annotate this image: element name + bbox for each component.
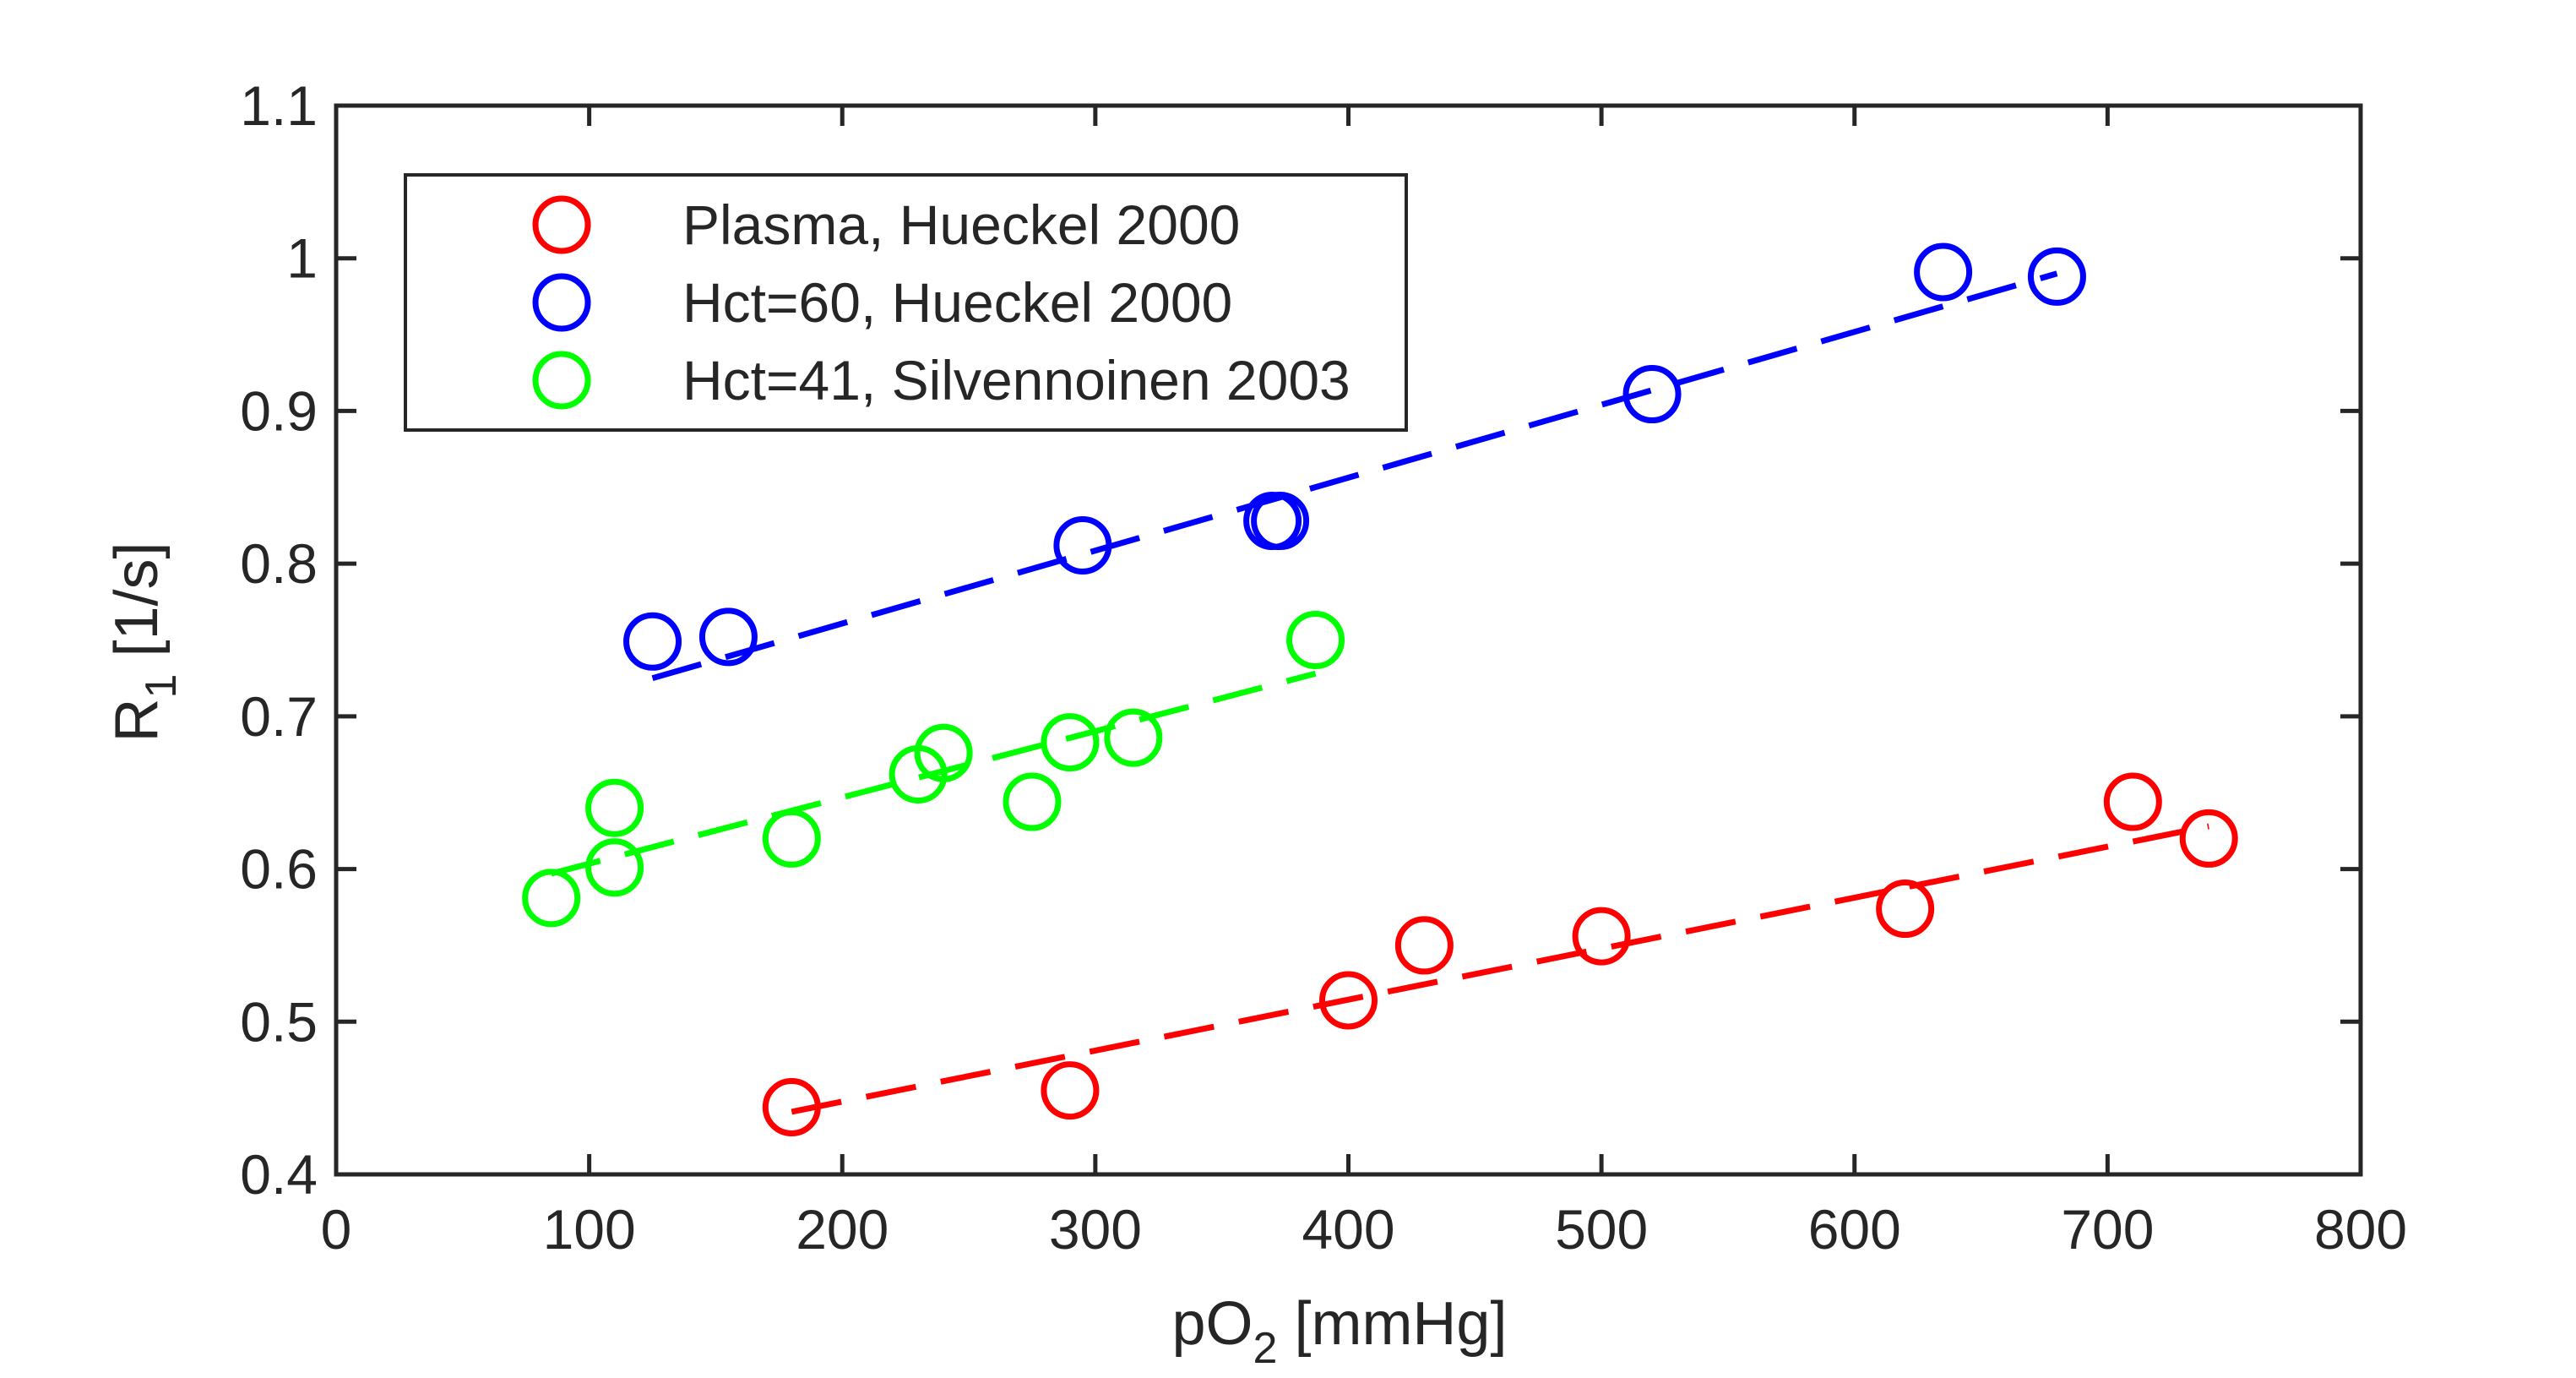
x-axis-title-main: pO <box>1172 1290 1253 1358</box>
series-hct-60-hueckel-2000 <box>623 242 2086 682</box>
data-point <box>1914 242 1973 302</box>
legend-label: Hct=41, Silvennoinen 2003 <box>682 349 1350 411</box>
data-point <box>1041 713 1100 772</box>
data-point <box>762 1077 821 1136</box>
legend: Plasma, Hueckel 2000 Hct=60, Hueckel 2000… <box>404 173 1408 432</box>
y-tick-label: 1 <box>286 227 318 290</box>
data-point <box>1876 880 1935 939</box>
data-point <box>1041 1061 1100 1120</box>
legend-marker <box>532 273 591 332</box>
data-point <box>1286 611 1345 669</box>
x-axis-title-sub: 2 <box>1253 1324 1278 1373</box>
y-axis-title-rest: [1/s] <box>103 542 171 674</box>
data-point <box>1104 708 1163 767</box>
data-point <box>1572 907 1631 966</box>
data-point <box>623 612 682 671</box>
legend-box <box>404 173 1408 432</box>
data-point <box>762 809 821 868</box>
series-hct-41-silvennoinen-2003 <box>522 611 1345 928</box>
x-tick-label: 400 <box>1302 1198 1394 1261</box>
x-tick-label: 0 <box>321 1198 352 1261</box>
tick-layer: 0 100 200 300 400 500 600 700 800 0.4 0.5 0.6 0.7 0.8… <box>240 74 2407 1261</box>
x-axis-title-rest: [mmHg] <box>1277 1290 1507 1358</box>
data-point <box>2103 772 2162 831</box>
x-tick-label: 500 <box>1555 1198 1648 1261</box>
plot-layer <box>522 242 2238 1136</box>
data-point <box>2179 809 2238 868</box>
x-tick-label: 600 <box>1808 1198 1901 1261</box>
data-point <box>1053 515 1112 575</box>
data-point <box>1622 365 1682 424</box>
y-axis-title: R1 [1/s] <box>103 542 186 743</box>
data-point <box>1319 971 1378 1030</box>
data-point <box>1003 772 1062 831</box>
data-point <box>522 869 581 928</box>
x-tick-label: 200 <box>796 1198 889 1261</box>
x-axis-title: pO2 [mmHg] <box>1172 1290 1508 1373</box>
fit-line <box>550 670 1317 877</box>
y-tick-label: 0.8 <box>240 532 318 595</box>
data-point <box>698 607 758 667</box>
data-point <box>1251 492 1310 551</box>
y-tick-label: 0.5 <box>240 990 318 1053</box>
y-axis-title-sub: 1 <box>137 674 186 699</box>
data-point <box>585 778 644 837</box>
data-point <box>585 838 644 897</box>
y-tick-label: 0.9 <box>240 379 318 442</box>
x-tick-label: 300 <box>1049 1198 1142 1261</box>
legend-label: Plasma, Hueckel 2000 <box>682 193 1240 256</box>
x-tick-label: 100 <box>543 1198 636 1261</box>
data-point <box>914 723 973 782</box>
legend-label: Hct=60, Hueckel 2000 <box>682 271 1232 334</box>
y-axis-title-main: R <box>103 698 171 742</box>
y-tick-label: 0.4 <box>240 1143 318 1206</box>
data-point <box>2027 247 2086 306</box>
legend-marker <box>532 195 591 254</box>
fit-line <box>651 270 2058 682</box>
y-tick-label: 0.6 <box>240 838 318 901</box>
fit-line <box>791 823 2209 1115</box>
legend-marker <box>532 351 591 410</box>
x-tick-label: 700 <box>2061 1198 2154 1261</box>
x-tick-label: 800 <box>2314 1198 2407 1261</box>
y-tick-label: 1.1 <box>240 74 318 137</box>
series-plasma-hueckel-2000 <box>762 772 2238 1136</box>
data-point <box>1394 916 1454 975</box>
y-tick-label: 0.7 <box>240 685 318 748</box>
